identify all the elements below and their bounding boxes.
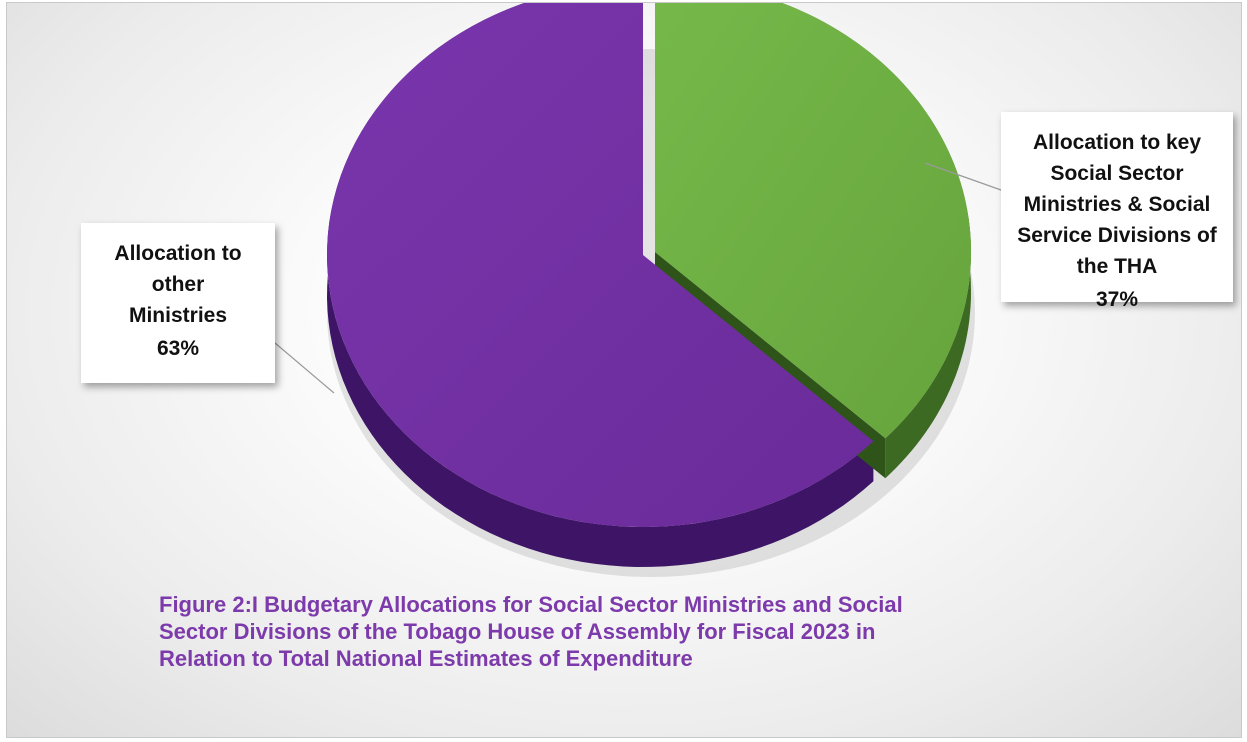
label-line: Allocation to <box>114 242 242 265</box>
caption-line: Sector Divisions of the Tobago House of … <box>159 619 876 644</box>
data-label-other-ministries: Allocation to other Ministries 63% <box>81 223 275 383</box>
percent-label: 63% <box>156 337 200 360</box>
slice-social-sector[interactable] <box>655 3 972 439</box>
pie-chart <box>274 3 1002 577</box>
label-line: the THA <box>1076 255 1158 278</box>
label-line: Ministries <box>128 304 228 327</box>
caption-line: Figure 2:I Budgetary Allocations for Soc… <box>159 592 903 617</box>
percent-label: 37% <box>1095 288 1139 311</box>
figure-caption: Figure 2:I Budgetary Allocations for Soc… <box>159 591 1059 672</box>
data-label-social-sector: Allocation to key Social Sector Ministri… <box>1001 112 1233 311</box>
label-line: Allocation to key <box>1032 131 1202 154</box>
slice-other-ministries[interactable] <box>327 3 874 527</box>
label-line: Social Sector <box>1050 162 1184 185</box>
leader-line-other-ministries <box>274 342 335 394</box>
caption-line: Relation to Total National Estimates of … <box>159 646 693 671</box>
label-line: Ministries & Social <box>1023 193 1211 216</box>
leader-line-social-sector <box>924 162 1002 191</box>
label-line: Service Divisions of <box>1017 224 1217 247</box>
chart-area: Allocation to key Social Sector Ministri… <box>6 2 1242 738</box>
slice-side-other-ministries <box>327 3 874 567</box>
label-line: other <box>151 273 205 296</box>
